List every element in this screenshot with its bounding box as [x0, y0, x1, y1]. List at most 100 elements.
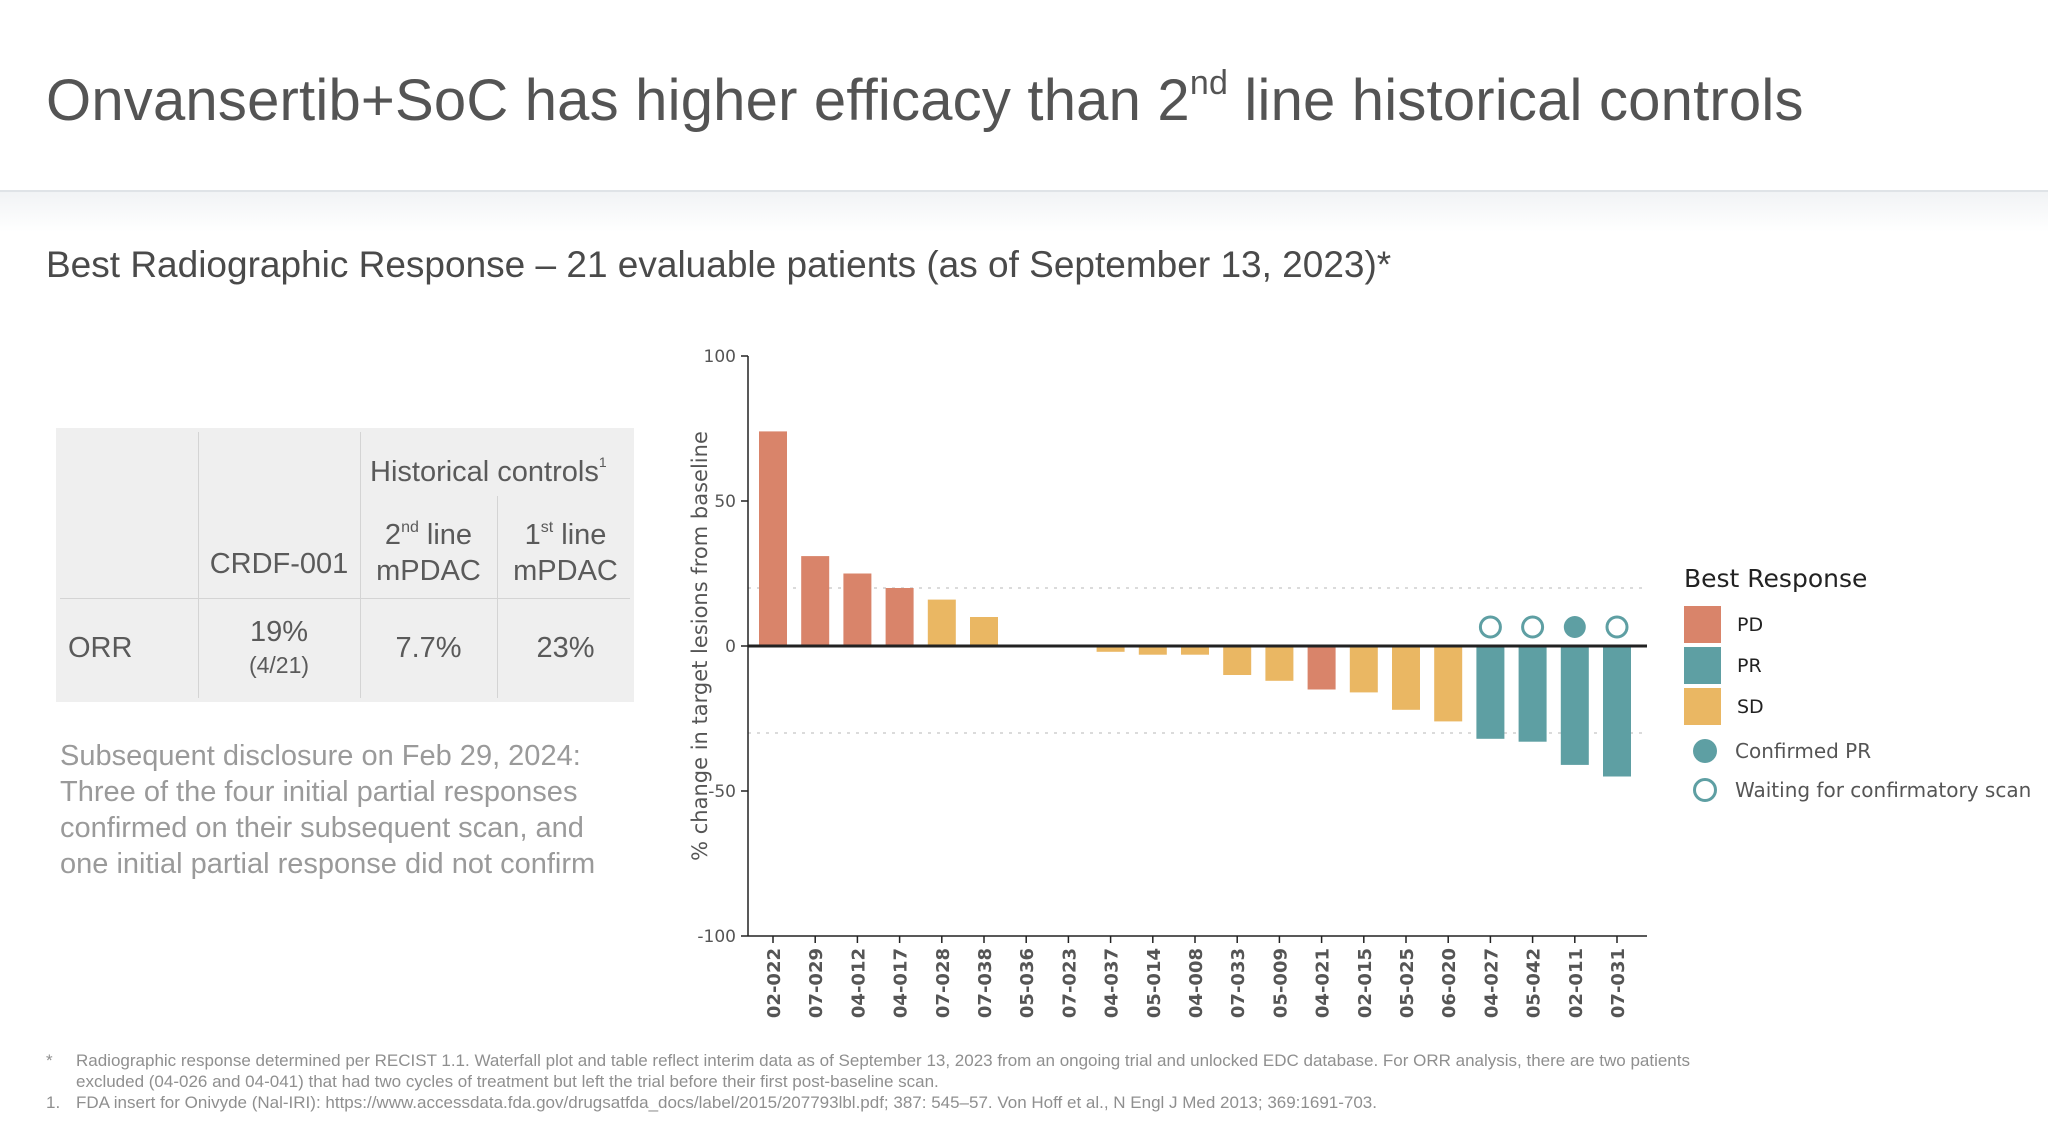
disclosure-line: Subsequent disclosure on Feb 29, 2024: — [60, 740, 581, 772]
y-axis-label: % change in target lesions from baseline — [688, 431, 712, 861]
col-header-1st-line: 1st line mPDAC — [513, 519, 618, 587]
col-header-crdf: CRDF-001 — [209, 548, 349, 580]
legend-label: PD — [1737, 613, 1764, 636]
y-tick-label: 50 — [714, 492, 736, 512]
x-tick-label: 07-031 — [1608, 948, 1629, 1018]
legend-swatch-pr — [1684, 647, 1721, 684]
bar-05-014 — [1138, 646, 1167, 655]
orr-crdf-value: 19% — [249, 616, 309, 648]
title-text: Onvansertib+SoC has higher efficacy than… — [46, 68, 1190, 133]
x-tick-label: 04-027 — [1481, 948, 1502, 1018]
footnotes: * Radiographic response determined per R… — [46, 1050, 1690, 1113]
table-divider — [360, 432, 361, 698]
bar-04-027 — [1476, 646, 1505, 739]
title-bar: Onvansertib+SoC has higher efficacy than… — [0, 0, 2048, 232]
footnote-mark: * — [46, 1051, 53, 1070]
y-tick-label: 100 — [704, 347, 736, 367]
chart-subtitle: Best Radiographic Response – 21 evaluabl… — [46, 244, 1392, 285]
legend-label: PR — [1737, 654, 1762, 677]
x-tick-label: 05-014 — [1144, 948, 1165, 1018]
x-tick-label: 04-012 — [848, 948, 869, 1018]
legend-item-pd: PD — [1684, 606, 1763, 643]
table-divider — [198, 432, 199, 698]
footnote-mark: 1. — [46, 1093, 61, 1112]
table-divider — [497, 496, 498, 698]
confirmed-pr-marker — [1693, 739, 1717, 763]
title-text-end: line historical controls — [1228, 68, 1804, 133]
legend-label: SD — [1737, 695, 1764, 718]
waiting-marker — [1521, 615, 1545, 639]
x-tick-label: 07-028 — [933, 948, 954, 1018]
bar-04-021 — [1307, 646, 1336, 690]
legend-item-sd: SD — [1684, 688, 1764, 725]
bar-02-015 — [1349, 646, 1378, 693]
bar-07-033 — [1223, 646, 1252, 675]
x-tick-label: 05-009 — [1270, 948, 1291, 1018]
waiting-marker — [1605, 615, 1629, 639]
legend-item-pr: PR — [1684, 647, 1762, 684]
subsequent-disclosure: Subsequent disclosure on Feb 29, 2024: T… — [60, 738, 660, 882]
y-tick-label: -50 — [708, 782, 736, 802]
legend-label: Waiting for confirmatory scan — [1735, 778, 2032, 802]
y-tick-label: 0 — [725, 637, 736, 657]
bar-04-037 — [1096, 646, 1125, 652]
bar-05-025 — [1392, 646, 1420, 710]
legend-title: Best Response — [1684, 564, 1868, 593]
footnote-1: 1. FDA insert for Onivyde (Nal-IRI): htt… — [46, 1092, 1690, 1113]
x-tick-label: 05-025 — [1397, 948, 1418, 1018]
bar-06-020 — [1434, 646, 1463, 722]
x-tick-label: 04-008 — [1186, 948, 1207, 1018]
orr-comparison-table: Historical controls1 CRDF-001 2nd line m… — [56, 428, 634, 702]
x-tick-label: 02-022 — [764, 948, 785, 1018]
x-tick-label: 02-015 — [1355, 948, 1376, 1018]
footnote-star: * Radiographic response determined per R… — [46, 1050, 1690, 1092]
footnote-text: FDA insert for Onivyde (Nal-IRI): https:… — [76, 1093, 1377, 1112]
x-tick-label: 07-038 — [975, 948, 996, 1018]
waterfall-chart: 100 50 0 -50 -100 % change in target lesions … — [688, 347, 1647, 1018]
col-header-2nd-line: 2nd line mPDAC — [376, 519, 481, 587]
bar-07-038 — [970, 617, 998, 646]
legend-swatch-pd — [1684, 606, 1721, 643]
x-tick-label: 04-037 — [1102, 948, 1123, 1018]
confirmed-pr-marker — [1563, 616, 1586, 638]
orr-1st-line-value: 23% — [536, 632, 595, 664]
title-superscript: nd — [1189, 64, 1229, 102]
x-tick-label: 07-033 — [1228, 948, 1249, 1018]
x-tick-label: 05-036 — [1017, 948, 1038, 1018]
legend-swatch-sd — [1684, 688, 1721, 725]
bar-02-011 — [1560, 646, 1589, 765]
bar-05-042 — [1518, 646, 1547, 742]
disclosure-line: Three of the four initial partial respon… — [60, 776, 578, 808]
bar-07-029 — [801, 556, 830, 646]
x-tick-label: 05-042 — [1524, 948, 1545, 1018]
legend-item-confirmed: Confirmed PR — [1684, 739, 1871, 763]
legend-label: Confirmed PR — [1735, 739, 1872, 763]
bar-02-022 — [759, 431, 787, 646]
x-tick-label: 04-017 — [891, 948, 912, 1018]
bar-07-028 — [927, 599, 956, 646]
page-title: Onvansertib+SoC has higher efficacy than… — [46, 64, 1804, 134]
bar-07-031 — [1603, 646, 1631, 777]
y-tick-label: -100 — [697, 927, 736, 947]
x-tick-label: 07-029 — [806, 948, 827, 1018]
legend-item-waiting: Waiting for confirmatory scan — [1684, 778, 2031, 802]
x-tick-label: 02-011 — [1566, 948, 1587, 1018]
orr-crdf-detail: (4/21) — [248, 652, 310, 678]
bar-04-012 — [843, 573, 872, 646]
disclosure-line: confirmed on their subsequent scan, and — [60, 812, 584, 844]
row-label-orr: ORR — [68, 632, 133, 664]
bar-05-009 — [1265, 646, 1294, 681]
bar-04-017 — [885, 588, 914, 646]
x-tick-label: 07-023 — [1059, 948, 1080, 1018]
orr-2nd-line-value: 7.7% — [395, 632, 462, 664]
table-divider — [60, 598, 630, 599]
footnote-text: excluded (04-026 and 04-041) that had tw… — [76, 1072, 939, 1091]
x-tick-label: 04-021 — [1313, 948, 1334, 1018]
historical-controls-header: Historical controls1 — [370, 454, 607, 488]
bar-04-008 — [1181, 646, 1209, 655]
waiting-marker — [1478, 615, 1502, 639]
footnote-text: Radiographic response determined per REC… — [76, 1051, 1690, 1070]
disclosure-line: one initial partial response did not con… — [60, 848, 596, 880]
waiting-marker — [1693, 778, 1717, 802]
x-tick-label: 06-020 — [1439, 948, 1460, 1018]
